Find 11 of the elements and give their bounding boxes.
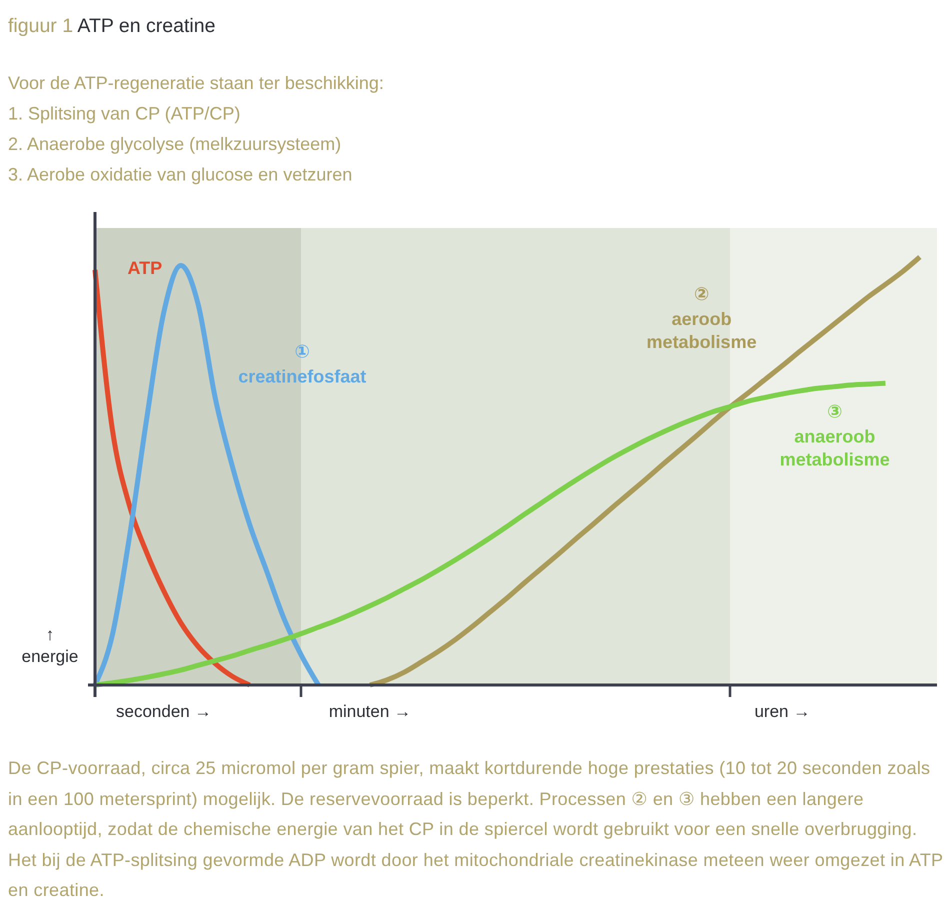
series-label: ATP — [127, 258, 162, 278]
chart-title: figuur 1 ATP en creatine — [8, 15, 216, 37]
text: De CP-voorraad, circa 25 micromol per gram spier, maakt kortdurende hoge prestaties (10 tot 20 seconden zoals in een 100 metersprint) mogelijk. De reservevoorraad is beperkt. Processen ② en ③ hebben een langere aanlooptijd, zodat de chemische energie van het CP in de spiercel wordt gebruikt voor een snelle overbrugging. Het bij de ATP-splitsing gevormde ADP wordt door het mitochondriale creatinekinase meteen weer omgezet in ATP en creatine. — [8, 757, 944, 902]
x-tick-label: seconden → — [116, 702, 212, 721]
x-tick-label: uren → — [754, 702, 810, 721]
series-label: ③ anaeroob metabolisme — [780, 402, 890, 470]
chart-subtitle: Voor de ATP-regeneratie staan ter beschikking: 1. Splitsing van CP (ATP/CP) 2. Anaerobe glycolyse (melkzuursysteem) 3. Aerobe oxidatie van glucose en vetzuren — [8, 73, 384, 184]
y-axis-title: ↑ energie — [22, 625, 78, 666]
series-label: ① creatinefosfaat — [238, 342, 366, 387]
x-tick-label: minuten → — [328, 702, 412, 721]
series-label: ② aeroob metabolisme — [646, 284, 757, 352]
